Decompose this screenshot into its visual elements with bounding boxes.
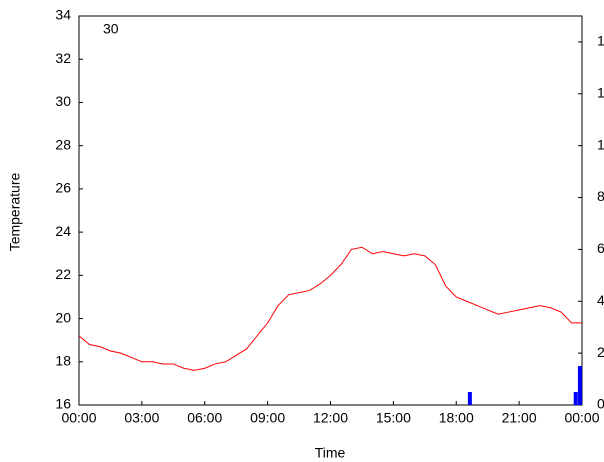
y2-tick-label: 10 — [597, 136, 604, 152]
x-tick-label: 00:00 — [564, 410, 599, 426]
y-tick-label: 22 — [55, 266, 71, 282]
x-tick-label: 03:00 — [124, 410, 159, 426]
bar — [467, 392, 472, 405]
x-axis-label: Time — [315, 445, 346, 461]
y-axis-label: Temperature — [7, 172, 23, 251]
bar — [577, 366, 582, 405]
y2-tick-label: 8 — [597, 188, 604, 204]
y2-tick-label: 14 — [597, 33, 604, 49]
y2-tick-label: 2 — [597, 344, 604, 360]
y2-tick-label: 12 — [597, 85, 604, 101]
annotation: 30 — [103, 21, 119, 37]
y-tick-label: 18 — [55, 352, 71, 368]
y-tick-label: 30 — [55, 93, 71, 109]
x-tick-label: 12:00 — [313, 410, 348, 426]
y-tick-label: 16 — [55, 396, 71, 412]
y-tick-label: 26 — [55, 180, 71, 196]
y-tick-label: 32 — [55, 50, 71, 66]
y-tick-label: 20 — [55, 309, 71, 325]
plot-frame — [78, 15, 583, 406]
x-tick-label: 21:00 — [502, 410, 537, 426]
x-tick-label: 00:00 — [61, 410, 96, 426]
bar — [573, 392, 578, 405]
y2-tick-label: 6 — [597, 240, 604, 256]
x-tick-label: 18:00 — [439, 410, 474, 426]
y-tick-label: 24 — [55, 223, 71, 239]
temperature-line — [78, 246, 582, 371]
y-tick-label: 28 — [55, 136, 71, 152]
y-tick-label: 34 — [55, 7, 71, 23]
x-tick-label: 15:00 — [376, 410, 411, 426]
x-tick-label: 09:00 — [250, 410, 285, 426]
x-tick-label: 06:00 — [187, 410, 222, 426]
y2-tick-label: 0 — [597, 396, 604, 412]
y2-tick-label: 4 — [597, 292, 604, 308]
